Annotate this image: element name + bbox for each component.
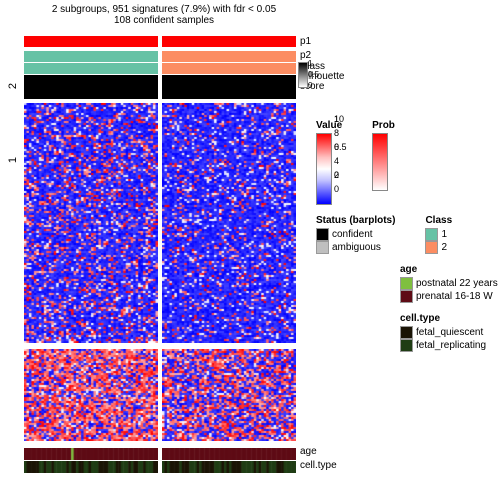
class-left	[24, 63, 158, 74]
age-right	[162, 448, 296, 460]
rowlabel-2: 2	[7, 83, 19, 89]
anno-p2	[24, 51, 296, 62]
p1-right	[162, 36, 296, 47]
age-left	[24, 448, 158, 460]
anno-class	[24, 63, 296, 74]
legend-age: age postnatal 22 yearsprenatal 16-18 W	[400, 264, 498, 303]
heat-1-right	[162, 103, 296, 343]
p1-left	[24, 36, 158, 47]
heat-2-left	[24, 349, 158, 441]
p2-left	[24, 51, 158, 62]
label-ct-bottom: cell.type	[300, 460, 337, 471]
heatmap-row1: 1	[24, 103, 296, 343]
title-block: 2 subgroups, 951 signatures (7.9%) with …	[24, 4, 304, 26]
legends: Value 1086420 Prob 10.50 Status (barplot…	[316, 120, 498, 362]
bottom-celltype	[24, 461, 296, 473]
legend-prob: Prob 10.50	[372, 120, 395, 205]
legend-status: Status (barplots) confidentambiguous	[316, 215, 395, 254]
bottom-age	[24, 448, 296, 460]
title-line1: 2 subgroups, 951 signatures (7.9%) with …	[24, 4, 304, 15]
legend-value: Value 1086420	[316, 120, 342, 205]
heat-1-left	[24, 103, 158, 343]
label-p1: p1	[300, 36, 311, 47]
silhouette-scale: 1 0.5 0	[298, 62, 306, 86]
sil-right	[162, 75, 296, 99]
label-age-bottom: age	[300, 446, 317, 457]
anno-silhouette	[24, 75, 296, 99]
main-plot: 1 2	[24, 36, 296, 473]
title-line2: 108 confident samples	[24, 15, 304, 26]
ct-left	[24, 461, 158, 473]
sil-left	[24, 75, 158, 99]
anno-p1	[24, 36, 296, 47]
heatmap-row2: 2	[24, 349, 296, 441]
legend-class: Class 12	[425, 215, 452, 254]
heat-2-right	[162, 349, 296, 441]
legend-celltype: cell.type fetal_quiescentfetal_replicati…	[400, 313, 498, 352]
class-right	[162, 63, 296, 74]
p2-right	[162, 51, 296, 62]
ct-right	[162, 461, 296, 473]
rowlabel-1: 1	[7, 157, 19, 163]
